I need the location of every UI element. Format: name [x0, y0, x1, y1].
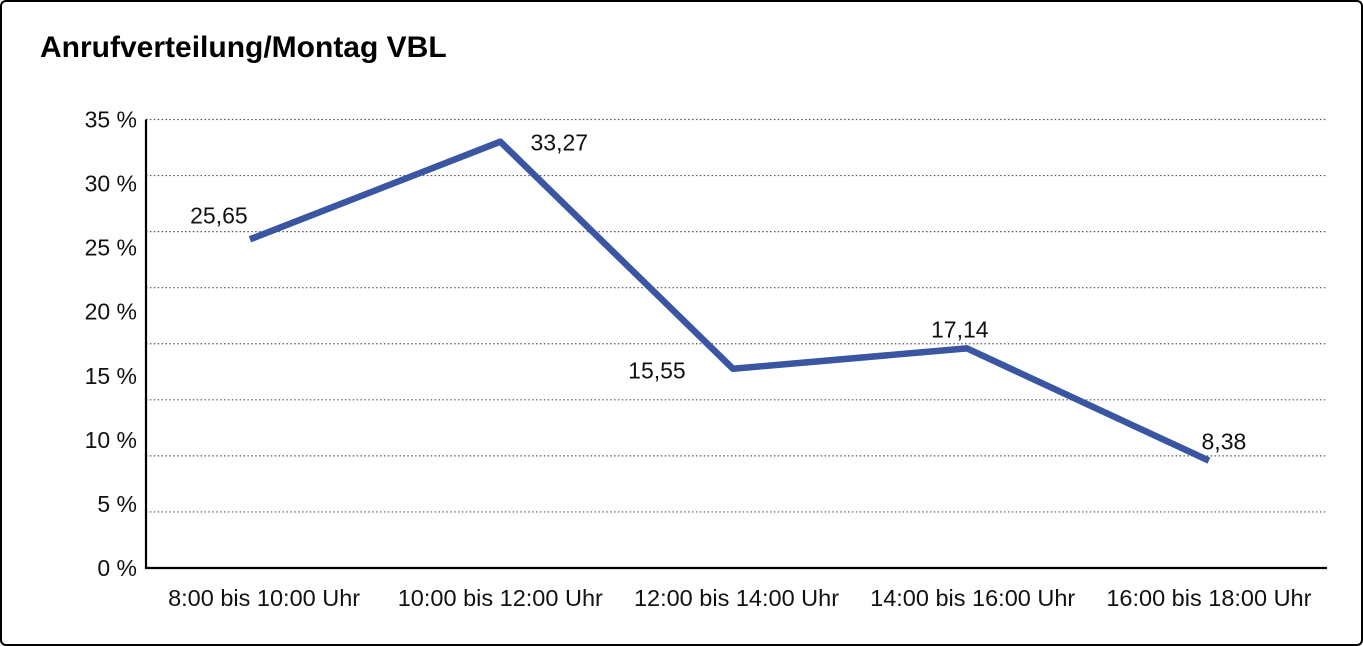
y-axis-label: 5 %	[97, 491, 137, 517]
chart-title: Anrufverteilung/Montag VBL	[40, 31, 447, 64]
y-axis-label: 35 %	[85, 107, 137, 133]
x-axis-label: 14:00 bis 16:00 Uhr	[870, 585, 1075, 611]
data-line	[248, 138, 1211, 464]
y-axis-label: 15 %	[85, 363, 137, 389]
x-axis-label: 10:00 bis 12:00 Uhr	[398, 585, 603, 611]
data-label: 25,65	[190, 202, 248, 228]
y-axis-label: 20 %	[85, 299, 137, 325]
data-label: 33,27	[531, 130, 589, 156]
y-axis-label: 0 %	[97, 555, 137, 581]
y-axis-label: 25 %	[85, 235, 137, 261]
data-label: 17,14	[931, 316, 989, 342]
x-axis-label: 8:00 bis 10:00 Uhr	[168, 585, 360, 611]
x-axis-label: 12:00 bis 14:00 Uhr	[634, 585, 839, 611]
y-axis-label: 30 %	[85, 171, 137, 197]
data-label: 8,38	[1202, 429, 1247, 455]
data-label: 15,55	[628, 358, 686, 384]
x-axis-label: 16:00 bis 18:00 Uhr	[1106, 585, 1311, 611]
y-axis-label: 10 %	[85, 427, 137, 453]
